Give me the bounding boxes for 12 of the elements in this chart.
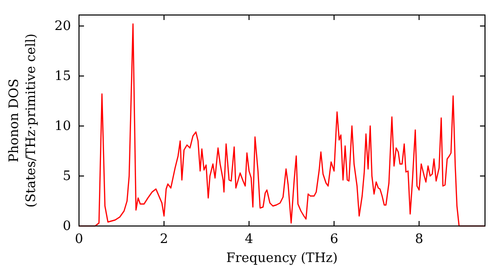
x-tick-label: 0 <box>74 232 84 248</box>
y-tick-label: 0 <box>62 219 71 234</box>
y-tick-label: 10 <box>54 119 71 134</box>
x-tick-label: 2 <box>160 232 168 248</box>
y-axis-title: Phonon DOS (States/THz·primitive cell) <box>7 33 39 208</box>
y-tick-label: 20 <box>54 19 71 34</box>
y-tick-label: 5 <box>62 169 71 184</box>
x-axis-title: Frequency (THz) <box>226 251 338 266</box>
x-tick-label: 8 <box>414 232 424 248</box>
x-tick-label: 6 <box>330 232 338 248</box>
x-tick-label: 4 <box>244 232 254 248</box>
y-tick-label: 15 <box>54 69 71 84</box>
